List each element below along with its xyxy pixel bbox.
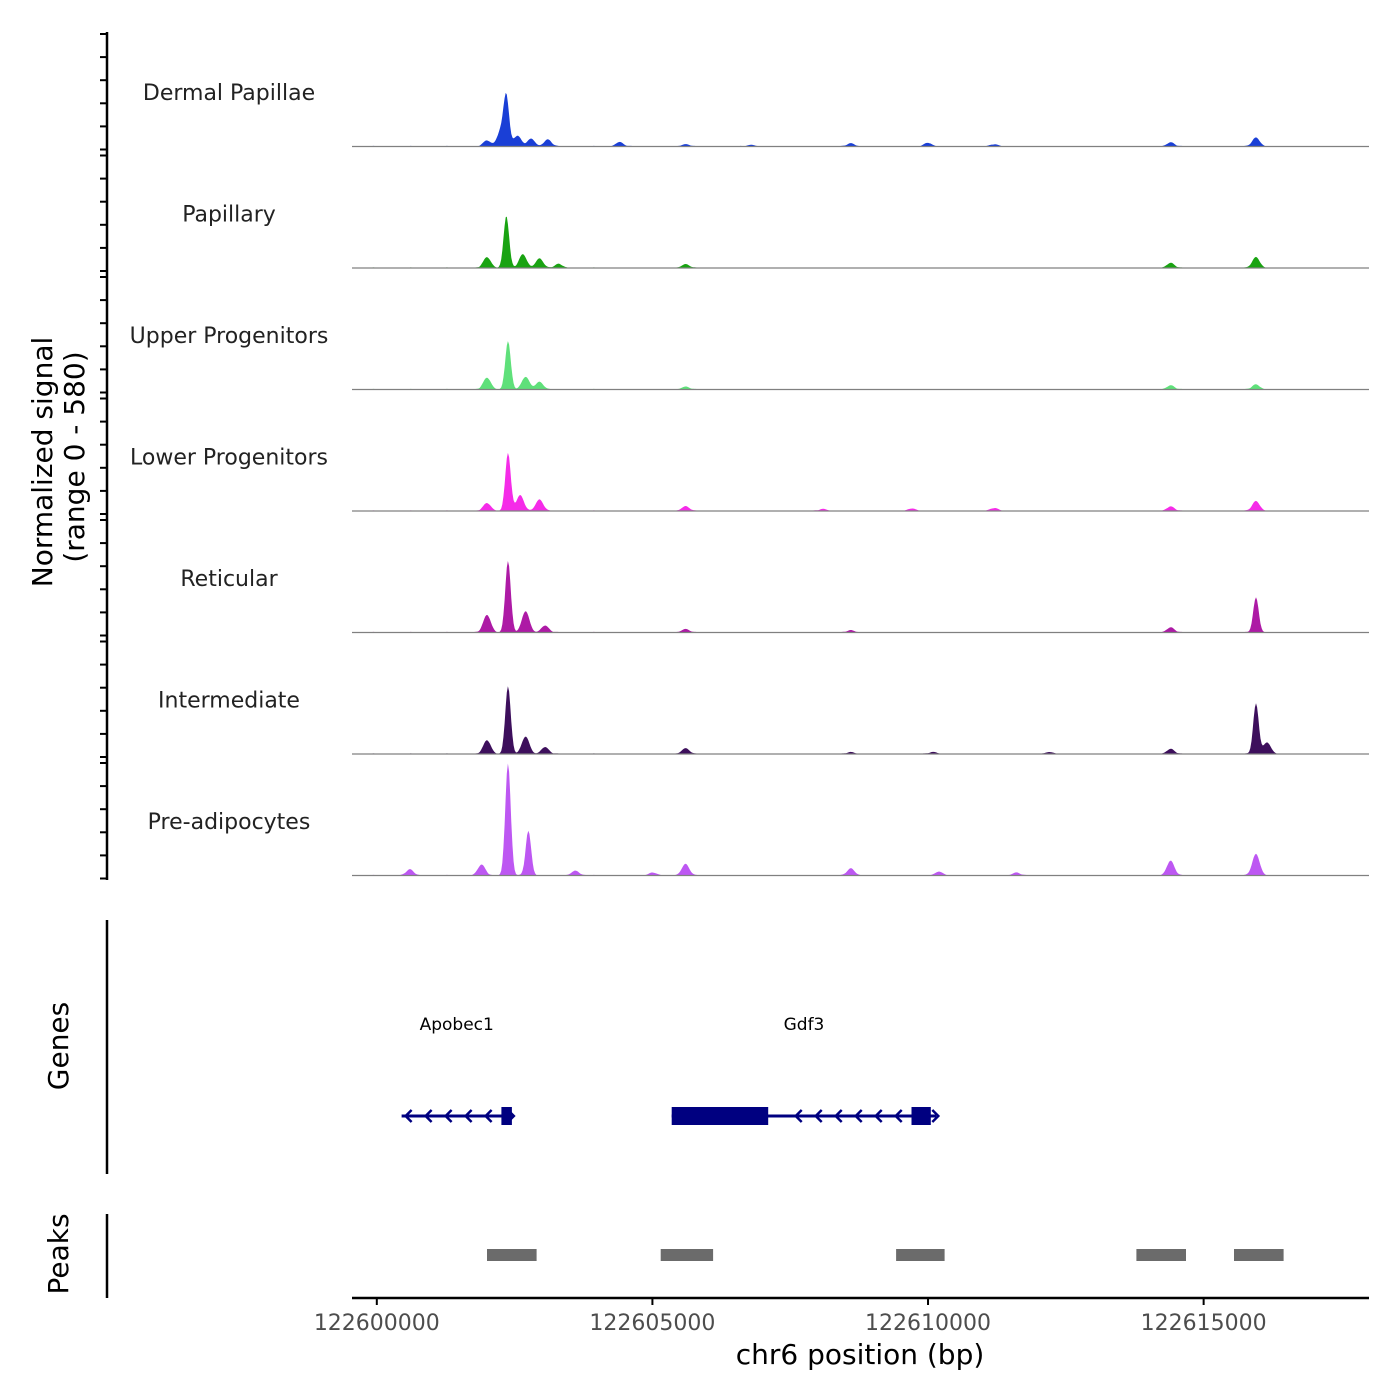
signal-area bbox=[352, 341, 1369, 390]
peak-region bbox=[1234, 1249, 1284, 1261]
track-label: Upper Progenitors bbox=[130, 324, 329, 349]
gene-model: Apobec1 bbox=[401, 1015, 516, 1125]
coverage-track: Intermediate bbox=[158, 686, 1369, 755]
strand-arrow bbox=[483, 1109, 493, 1123]
strand-arrow bbox=[403, 1109, 413, 1123]
coverage-track: Lower Progenitors bbox=[130, 446, 1369, 512]
strand-arrow bbox=[931, 1109, 941, 1123]
strand-arrow bbox=[443, 1109, 453, 1123]
signal-area bbox=[352, 763, 1369, 876]
peaks-panel: Peaks bbox=[42, 1213, 1284, 1298]
track-label: Dermal Papillae bbox=[143, 81, 315, 106]
coverage-tracks: Dermal Papillae Papillary Upper Progenitor… bbox=[130, 81, 1369, 877]
coverage-track: Papillary bbox=[182, 203, 1369, 269]
track-label: Reticular bbox=[180, 567, 278, 592]
strand-arrow bbox=[463, 1109, 473, 1123]
coverage-track: Upper Progenitors bbox=[130, 324, 1369, 391]
strand-arrow bbox=[893, 1109, 903, 1123]
x-axis: 122600000 122605000 122610000 122615000 bbox=[314, 1296, 1369, 1336]
coverage-track: Pre-adipocytes bbox=[148, 763, 1369, 877]
gene-name: Apobec1 bbox=[420, 1015, 494, 1035]
peak-region bbox=[487, 1249, 537, 1261]
strand-arrow bbox=[813, 1109, 823, 1123]
x-axis-title: chr6 position (bp) bbox=[736, 1338, 985, 1371]
peaks-panel-label: Peaks bbox=[42, 1213, 75, 1294]
x-tick-label: 122615000 bbox=[1141, 1311, 1267, 1336]
x-tick-label: 122600000 bbox=[314, 1311, 440, 1336]
gene-model: Gdf3 bbox=[671, 1015, 941, 1125]
signal-y-axis bbox=[100, 32, 109, 880]
track-label: Papillary bbox=[182, 203, 276, 228]
gene-exon bbox=[501, 1107, 512, 1125]
strand-arrow bbox=[423, 1109, 433, 1123]
signal-area bbox=[352, 560, 1369, 633]
signal-axis-label-line2: (range 0 - 580) bbox=[58, 351, 91, 562]
gene-exon bbox=[671, 1107, 769, 1125]
signal-area bbox=[352, 92, 1369, 147]
signal-area bbox=[352, 686, 1369, 754]
peak-region bbox=[896, 1249, 945, 1261]
coverage-track: Dermal Papillae bbox=[143, 81, 1369, 148]
strand-arrow bbox=[793, 1109, 803, 1123]
track-label: Lower Progenitors bbox=[130, 446, 328, 471]
peak-region bbox=[1136, 1249, 1186, 1261]
track-label: Intermediate bbox=[158, 689, 300, 714]
genes-panel-label: Genes bbox=[42, 1002, 75, 1090]
track-label: Pre-adipocytes bbox=[148, 810, 311, 835]
strand-arrow bbox=[873, 1109, 883, 1123]
x-tick-label: 122605000 bbox=[589, 1311, 715, 1336]
genes-panel: Genes Apobec1 Gdf3 bbox=[42, 920, 941, 1174]
gene-exon bbox=[911, 1107, 931, 1125]
peak-region bbox=[660, 1249, 714, 1261]
signal-area bbox=[352, 216, 1369, 268]
strand-arrow bbox=[853, 1109, 863, 1123]
strand-arrow bbox=[833, 1109, 843, 1123]
coverage-track: Reticular bbox=[180, 560, 1369, 634]
signal-area bbox=[352, 452, 1369, 511]
gene-name: Gdf3 bbox=[784, 1015, 825, 1035]
x-tick-label: 122610000 bbox=[865, 1311, 991, 1336]
signal-axis-label-line1: Normalized signal bbox=[26, 337, 59, 588]
